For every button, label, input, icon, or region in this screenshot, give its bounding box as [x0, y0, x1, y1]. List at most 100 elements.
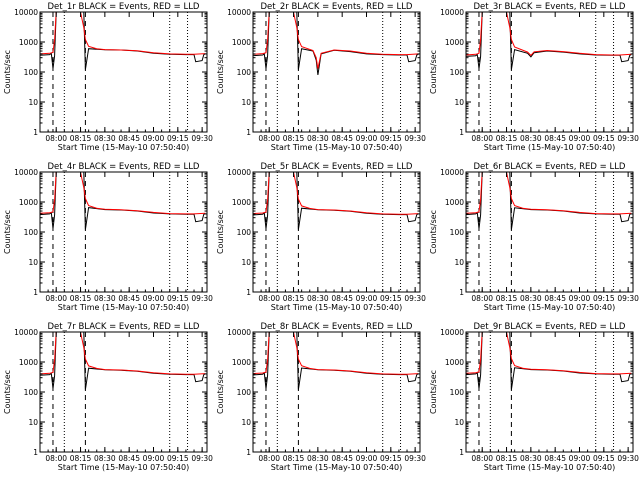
x-tick-label: 08:15 — [70, 134, 92, 143]
y-tick-label: 10000 — [440, 328, 464, 337]
x-tick-label: 08:15 — [70, 294, 92, 303]
panel-title: Det_6r BLACK = Events, RED = LLD — [474, 162, 626, 172]
x-tick-label: 08:45 — [544, 454, 566, 463]
x-tick-label: 09:15 — [167, 134, 189, 143]
panel-title: Det_2r BLACK = Events, RED = LLD — [261, 2, 413, 12]
x-tick-label: 09:00 — [143, 294, 165, 303]
x-tick-label: 08:00 — [45, 294, 67, 303]
y-tick-label: 1000 — [232, 38, 251, 47]
x-tick-label: 09:30 — [404, 134, 426, 143]
x-tick-label: 08:00 — [258, 454, 280, 463]
plot-area — [253, 172, 419, 230]
series-lld — [466, 172, 632, 215]
panel-det_2r: Det_2r BLACK = Events, RED = LLD 1 10 100 10… — [216, 2, 426, 152]
x-tick-label: 08:00 — [45, 454, 67, 463]
x-tick-label: 08:30 — [520, 134, 542, 143]
y-axis-label: Counts/sec — [216, 50, 225, 94]
x-tick-label: 09:30 — [617, 134, 639, 143]
y-tick-label: 10 — [241, 258, 251, 267]
y-tick-label: 100 — [450, 228, 465, 237]
y-tick-label: 1000 — [445, 38, 464, 47]
y-tick-label: 1 — [33, 128, 38, 137]
series-lld — [40, 12, 206, 55]
x-axis-label: Start Time (15-May-10 07:50:40) — [271, 303, 402, 312]
y-tick-label: 10 — [241, 418, 251, 427]
x-tick-label: 09:30 — [191, 294, 213, 303]
plot-area — [253, 332, 419, 390]
y-tick-label: 100 — [24, 388, 39, 397]
y-tick-label: 10000 — [14, 8, 38, 17]
plot-area — [40, 12, 206, 70]
x-tick-label: 09:00 — [569, 454, 591, 463]
x-tick-label: 08:45 — [331, 294, 353, 303]
plot-frame — [252, 331, 421, 453]
series-lld — [40, 332, 206, 375]
x-axis-label: Start Time (15-May-10 07:50:40) — [271, 463, 402, 472]
x-tick-label: 09:15 — [593, 454, 615, 463]
x-tick-label: 09:15 — [593, 294, 615, 303]
plot-area — [40, 332, 206, 390]
x-tick-label: 08:30 — [307, 134, 329, 143]
x-tick-label: 08:45 — [331, 454, 353, 463]
x-tick-label: 09:00 — [143, 454, 165, 463]
y-tick-label: 1 — [459, 448, 464, 457]
y-tick-label: 10000 — [227, 328, 251, 337]
panel-det_5r: Det_5r BLACK = Events, RED = LLD 1 10 100 10… — [216, 162, 426, 312]
y-tick-label: 100 — [237, 68, 252, 77]
y-tick-label: 10000 — [440, 8, 464, 17]
x-tick-label: 08:45 — [118, 134, 140, 143]
series-lld — [466, 12, 632, 57]
x-tick-label: 08:15 — [496, 134, 518, 143]
y-tick-label: 1000 — [445, 198, 464, 207]
x-tick-label: 09:15 — [380, 134, 402, 143]
x-tick-label: 08:15 — [496, 454, 518, 463]
plot-frame — [39, 331, 208, 453]
panel-det_4r: Det_4r BLACK = Events, RED = LLD 1 10 100 10… — [3, 162, 213, 312]
y-tick-label: 1 — [33, 448, 38, 457]
y-tick-label: 10 — [454, 98, 464, 107]
y-tick-label: 1 — [459, 128, 464, 137]
y-tick-label: 10000 — [14, 168, 38, 177]
plot-area — [466, 332, 632, 390]
x-tick-label: 08:00 — [471, 134, 493, 143]
y-axis-label: Counts/sec — [429, 50, 438, 94]
y-tick-label: 10 — [454, 258, 464, 267]
plot-area — [40, 172, 206, 230]
x-tick-label: 08:45 — [118, 294, 140, 303]
panel-title: Det_7r BLACK = Events, RED = LLD — [48, 322, 200, 332]
x-tick-label: 08:45 — [331, 134, 353, 143]
y-axis-label: Counts/sec — [3, 50, 12, 94]
panel-det_6r: Det_6r BLACK = Events, RED = LLD 1 10 100 10… — [429, 162, 639, 312]
x-tick-label: 08:15 — [70, 454, 92, 463]
y-tick-label: 100 — [24, 68, 39, 77]
y-axis-label: Counts/sec — [3, 370, 12, 414]
x-tick-label: 08:30 — [520, 294, 542, 303]
x-tick-label: 08:00 — [45, 134, 67, 143]
y-tick-label: 100 — [237, 228, 252, 237]
panel-det_9r: Det_9r BLACK = Events, RED = LLD 1 10 100 10… — [429, 322, 639, 472]
x-tick-label: 09:00 — [356, 454, 378, 463]
series-lld — [466, 332, 632, 375]
x-tick-label: 09:00 — [569, 134, 591, 143]
y-tick-label: 1 — [246, 288, 251, 297]
plot-area — [466, 12, 632, 70]
y-tick-label: 1000 — [445, 358, 464, 367]
panel-title: Det_8r BLACK = Events, RED = LLD — [261, 322, 413, 332]
x-tick-label: 08:30 — [94, 294, 116, 303]
panel-det_8r: Det_8r BLACK = Events, RED = LLD 1 10 100 10… — [216, 322, 426, 472]
x-tick-label: 09:15 — [593, 134, 615, 143]
x-tick-label: 08:00 — [471, 294, 493, 303]
y-tick-label: 1000 — [232, 198, 251, 207]
y-tick-label: 100 — [450, 388, 465, 397]
x-axis-label: Start Time (15-May-10 07:50:40) — [484, 143, 615, 152]
x-tick-label: 08:00 — [258, 294, 280, 303]
plot-frame — [465, 171, 634, 293]
x-axis-label: Start Time (15-May-10 07:50:40) — [58, 303, 189, 312]
panel-title: Det_4r BLACK = Events, RED = LLD — [48, 162, 200, 172]
x-tick-label: 08:45 — [118, 454, 140, 463]
x-tick-label: 08:15 — [283, 294, 305, 303]
plot-area — [253, 12, 419, 75]
y-axis-label: Counts/sec — [3, 210, 12, 254]
y-tick-label: 1 — [33, 288, 38, 297]
